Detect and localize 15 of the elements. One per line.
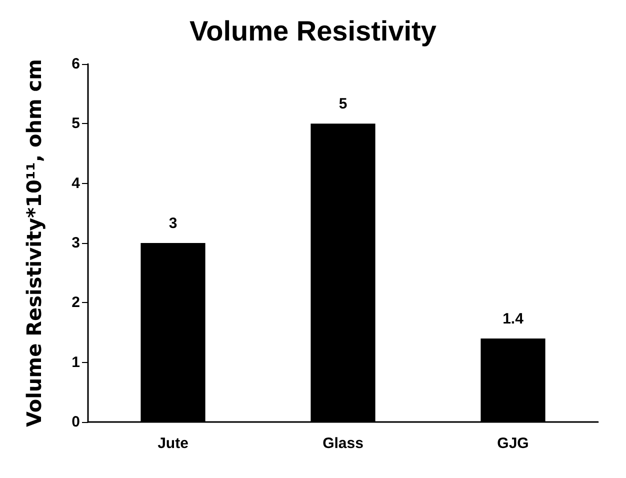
x-tick-label: Glass: [322, 435, 364, 452]
y-tick-label: 6: [72, 56, 80, 72]
y-tick-label: 1: [72, 354, 80, 371]
chart-title: Volume Resistivity: [190, 16, 437, 46]
data-label: 1.4: [502, 310, 524, 328]
x-tick-label: GJG: [497, 435, 529, 452]
y-tick-label: 0: [72, 414, 80, 430]
y-tick-label: 4: [72, 174, 81, 192]
y-tick-label: 5: [72, 115, 80, 132]
y-tick-label: 3: [72, 234, 80, 252]
data-label: 5: [338, 96, 348, 113]
y-axis-title: Volume Resistivity*10¹¹, ohm cm: [22, 59, 46, 427]
data-label: 3: [168, 215, 178, 232]
y-tick-label: 2: [72, 294, 80, 312]
x-tick-label: Jute: [158, 435, 188, 452]
